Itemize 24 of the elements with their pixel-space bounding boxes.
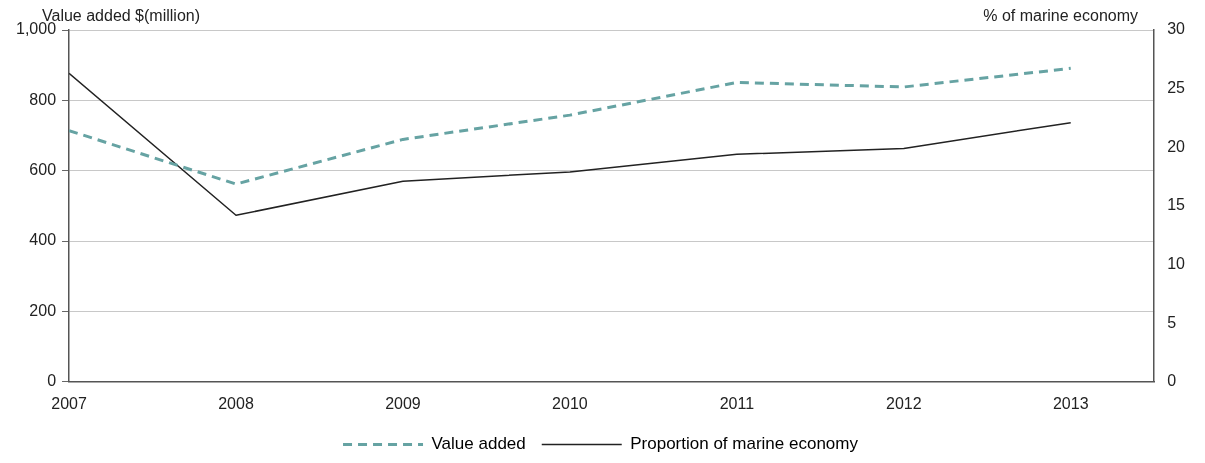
x-tick-label: 2009 [385,394,421,412]
y2-tick-label: 0 [1167,372,1177,390]
y2-tick-label: 5 [1167,313,1177,331]
x-tick-label: 2010 [552,394,588,412]
x-tick-label: 2007 [51,394,87,412]
y-tick-label: 0 [47,372,57,390]
y-tick-label: 800 [29,90,57,108]
x-tick-label: 2013 [1052,394,1089,412]
y2-tick-label: 25 [1167,79,1186,97]
y-tick-label: 1,000 [15,20,57,38]
x-tick-label: 2008 [218,394,254,412]
y2-axis-title: % of marine economy [983,7,1138,25]
y-tick-label: 600 [29,161,57,179]
x-tick-label: 2011 [719,394,755,412]
legend-label: Value added [431,434,526,454]
y2-tick-label: 30 [1167,20,1186,38]
y2-tick-label: 20 [1167,137,1186,155]
legend-label: Proportion of marine economy [630,434,859,454]
y-tick-label: 400 [29,231,57,249]
x-tick-label: 2012 [885,394,922,412]
y2-tick-label: 15 [1167,196,1186,214]
y2-tick-label: 10 [1167,254,1186,272]
y-tick-label: 200 [29,301,57,319]
line-series [69,66,1073,186]
